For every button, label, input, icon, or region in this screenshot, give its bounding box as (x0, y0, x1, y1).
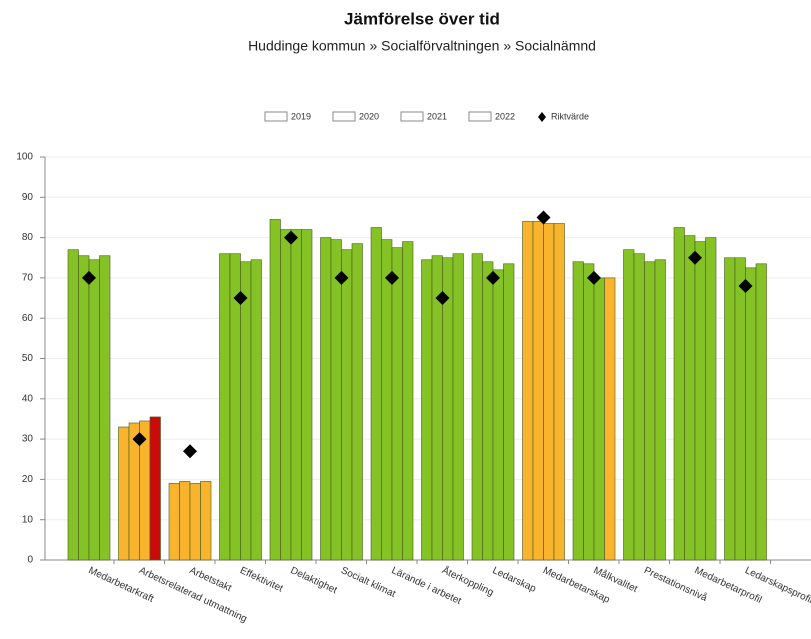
y-tick-label: 30 (22, 434, 34, 445)
target-marker (385, 270, 399, 285)
bar (78, 255, 90, 561)
target-marker (334, 270, 349, 285)
bar (705, 237, 717, 561)
legend-swatch (468, 111, 492, 122)
bar (623, 249, 635, 561)
y-tick-label: 50 (22, 353, 34, 364)
target-marker (688, 250, 702, 265)
y-tick-label: 60 (22, 313, 34, 324)
bar (290, 229, 302, 561)
bar (240, 261, 252, 561)
target-marker (284, 230, 298, 245)
bar (755, 263, 767, 561)
bar (179, 481, 191, 561)
bar (330, 239, 342, 561)
y-tick-label: 90 (22, 192, 34, 203)
bar (370, 227, 382, 561)
bar (572, 261, 584, 561)
y-tick-label: 0 (27, 555, 33, 566)
bar (583, 263, 595, 561)
y-tick-label: 20 (22, 474, 34, 485)
bar (341, 249, 353, 561)
bar (189, 483, 201, 561)
bar (724, 257, 736, 561)
bar (320, 237, 332, 561)
bar (351, 243, 363, 561)
bar (604, 277, 616, 561)
y-tick-label: 10 (22, 514, 34, 525)
bar (633, 253, 645, 561)
legend-label: 2022 (495, 111, 515, 121)
bar (654, 259, 666, 561)
target-marker (132, 432, 147, 447)
bar (673, 227, 685, 561)
bar (402, 241, 414, 561)
target-marker (183, 444, 197, 459)
bar (684, 235, 696, 561)
bar (492, 269, 504, 561)
bar (118, 426, 130, 561)
bar (644, 261, 656, 561)
bar (149, 416, 161, 561)
x-tick-label: Effektivitet (238, 565, 284, 594)
legend-diamond (538, 112, 546, 122)
bar (452, 253, 464, 561)
bar (553, 223, 565, 561)
legend-swatch (332, 111, 356, 122)
bar (381, 239, 393, 561)
target-marker (587, 270, 601, 285)
bar (593, 277, 605, 561)
x-tick-label: Ledarskap (491, 565, 538, 595)
bar (503, 263, 515, 561)
bar (280, 229, 292, 561)
y-tick-label: 100 (16, 152, 33, 163)
y-tick-label: 70 (22, 273, 34, 284)
bar (471, 253, 483, 561)
y-tick-label: 40 (22, 393, 34, 404)
bar (694, 241, 706, 561)
legend-swatch (400, 111, 424, 122)
x-tick-label: Delaktighet (289, 565, 339, 596)
bar (88, 259, 100, 561)
legend-swatch (264, 111, 288, 122)
bar (532, 221, 544, 561)
bar (482, 261, 494, 561)
bar (67, 249, 79, 561)
legend-label: Riktvärde (551, 111, 589, 121)
legend-label: 2020 (359, 111, 379, 121)
bar (250, 259, 262, 561)
y-tick-label: 80 (22, 232, 34, 243)
chart-subtitle: Huddinge kommun » Socialförvaltningen » … (248, 38, 596, 54)
x-tick-label: Socialt klimat (339, 565, 397, 600)
bar (522, 221, 534, 561)
bar (200, 481, 212, 561)
bar (219, 253, 231, 561)
bar (269, 219, 281, 561)
legend-label: 2021 (427, 111, 447, 121)
bar (734, 257, 746, 561)
target-marker (738, 278, 753, 293)
target-marker (82, 270, 96, 285)
bar (543, 223, 555, 561)
target-marker (536, 210, 551, 225)
bar (421, 259, 433, 561)
bar (168, 483, 180, 561)
legend-label: 2019 (291, 111, 311, 121)
target-marker (435, 291, 450, 306)
bar (745, 267, 757, 561)
target-marker (233, 291, 248, 306)
target-marker (486, 270, 500, 285)
bar (301, 229, 313, 561)
bar (99, 255, 111, 561)
bar (391, 247, 403, 561)
chart-title: Jämförelse över tid (344, 9, 500, 28)
